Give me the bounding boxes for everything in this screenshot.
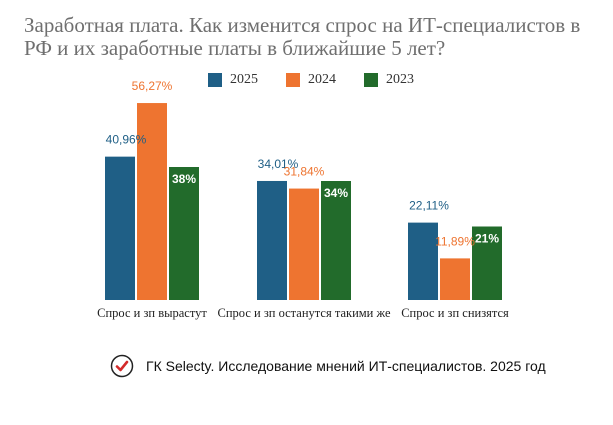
value-label-2023-1: 34% — [324, 186, 348, 200]
bar-2024-1 — [289, 188, 319, 300]
bar-2024-0 — [137, 103, 167, 301]
bar-2023-1 — [321, 181, 351, 300]
legend-label-2024: 2024 — [308, 72, 336, 87]
legend: 2025 2024 2023 — [208, 72, 414, 88]
category-label-2: Спрос и зп снизятся — [401, 306, 509, 320]
value-label-2025-1: 34,01% — [258, 157, 299, 171]
value-labels-layer: 40,96% 56,27% 38% 34,01%31,84% 34% 22,11% 11,8… — [106, 79, 500, 248]
legend-label-2025: 2025 — [230, 72, 258, 87]
legend-swatch-2023 — [364, 73, 378, 87]
value-label-2024-0: 56,27% — [132, 79, 173, 93]
value-label-2023-2: 21% — [475, 232, 499, 246]
legend-item-2023: 2023 — [364, 72, 414, 88]
source-footer: ГК Selecty. Исследование мнений ИТ-специ… — [110, 354, 546, 378]
value-label-2024-2: 11,89% — [435, 234, 475, 248]
value-label-2025-2: 22,11% — [409, 199, 449, 213]
chart-title: Заработная плата. Как изменится спрос на… — [24, 13, 581, 60]
legend-swatch-2025 — [208, 73, 222, 87]
value-label-2024-1: 31,84% — [284, 165, 325, 179]
bar-2024-2 — [440, 258, 470, 300]
legend-swatch-2024 — [286, 73, 300, 87]
check-circle-icon — [110, 354, 134, 378]
category-labels-layer: Спрос и зп вырастут Спрос и зп останутся … — [97, 306, 509, 320]
category-label-0: Спрос и зп вырастут — [97, 306, 207, 320]
bar-2023-0 — [169, 167, 199, 300]
bar-2025-2 — [408, 222, 438, 300]
bar-2023-2 — [472, 226, 502, 300]
category-label-1: Спрос и зп останутся такими же — [218, 306, 391, 320]
bar-2025-0 — [105, 156, 135, 300]
source-text: ГК Selecty. Исследование мнений ИТ-специ… — [146, 358, 546, 374]
legend-item-2024: 2024 — [286, 72, 336, 88]
value-label-2023-0: 38% — [172, 172, 196, 186]
value-label-2025-0: 40,96% — [106, 133, 147, 147]
bars-layer — [105, 103, 502, 301]
legend-label-2023: 2023 — [386, 72, 414, 87]
legend-item-2025: 2025 — [208, 72, 258, 88]
bar-2025-1 — [257, 180, 287, 300]
